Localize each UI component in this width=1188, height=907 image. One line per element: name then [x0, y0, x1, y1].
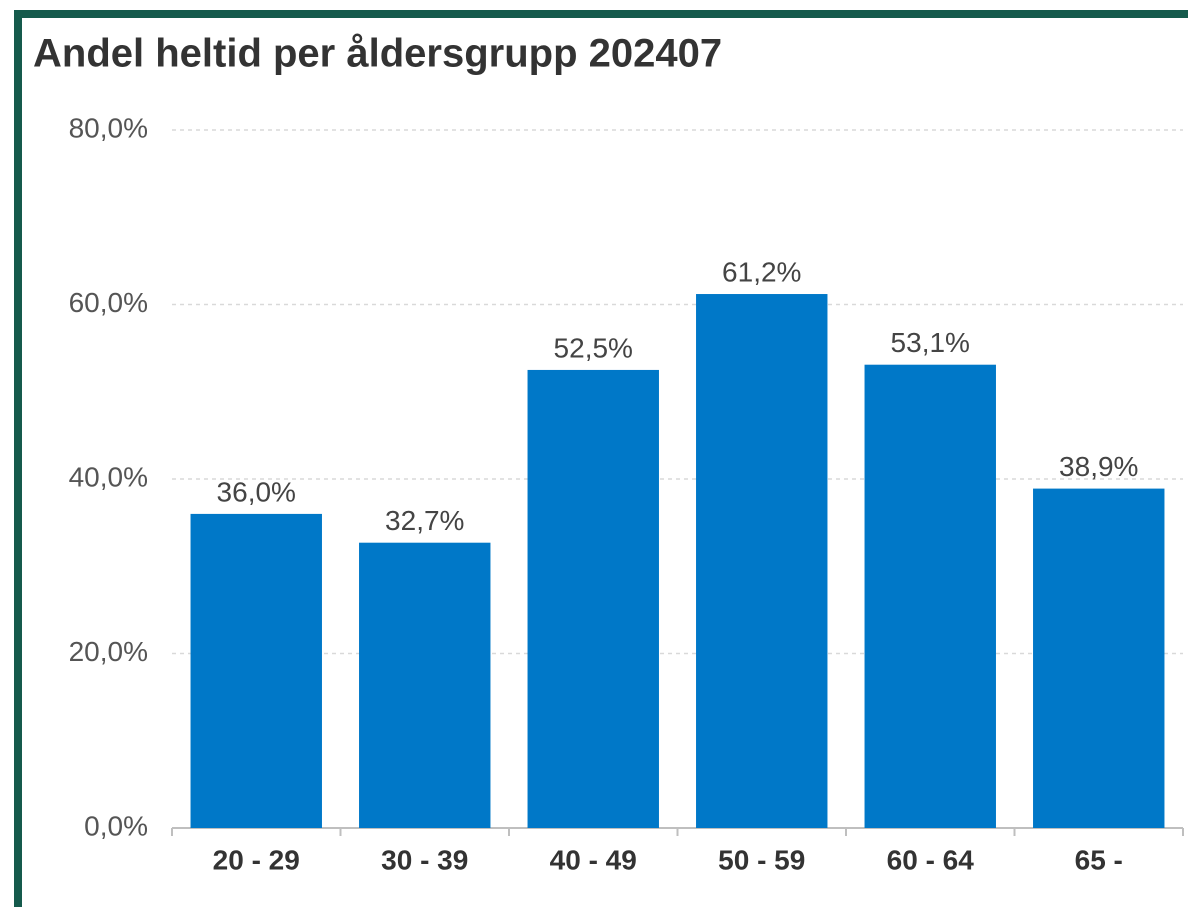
x-tick-label: 40 - 49: [550, 844, 637, 875]
x-tick-label: 65 -: [1075, 844, 1123, 875]
y-tick-label: 40,0%: [69, 461, 148, 492]
bar: [527, 369, 659, 828]
frame-top: [14, 10, 1188, 18]
chart-title: Andel heltid per åldersgrupp 202407: [33, 32, 722, 76]
x-tick-label: 60 - 64: [887, 844, 975, 875]
x-tick-label: 20 - 29: [213, 844, 300, 875]
bar: [696, 294, 828, 828]
y-tick-label: 0,0%: [84, 810, 148, 841]
bar: [1033, 488, 1165, 828]
data-label: 52,5%: [554, 332, 633, 363]
frame-left: [14, 10, 22, 907]
data-label: 36,0%: [217, 476, 296, 507]
bar: [190, 513, 322, 828]
bar: [359, 542, 491, 828]
data-label: 53,1%: [891, 327, 970, 358]
y-tick-label: 80,0%: [69, 112, 148, 143]
y-tick-label: 20,0%: [69, 636, 148, 667]
data-label: 61,2%: [722, 256, 801, 287]
bar: [864, 364, 996, 828]
x-tick-label: 50 - 59: [718, 844, 805, 875]
data-label: 38,9%: [1059, 451, 1138, 482]
x-tick-label: 30 - 39: [381, 844, 468, 875]
data-label: 32,7%: [385, 505, 464, 536]
y-tick-label: 60,0%: [69, 287, 148, 318]
